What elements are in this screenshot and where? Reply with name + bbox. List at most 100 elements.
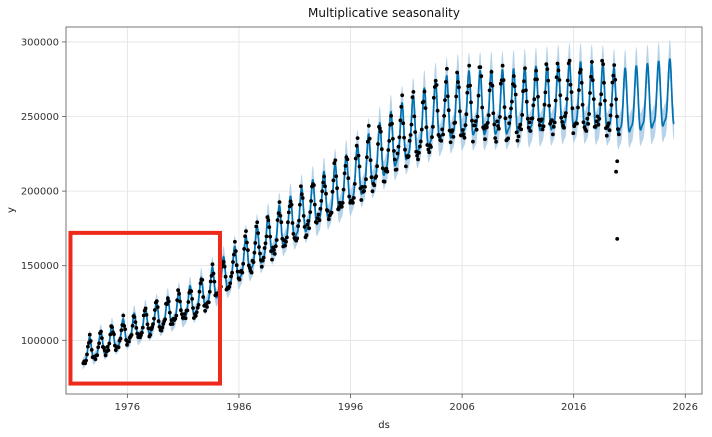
observation-point-243 xyxy=(307,226,312,231)
observation-point-479 xyxy=(526,125,531,130)
observation-point-391 xyxy=(445,66,449,71)
observation-point-465 xyxy=(513,92,518,97)
observation-point-92 xyxy=(166,299,171,304)
observation-point-190 xyxy=(258,251,262,256)
observation-point-401 xyxy=(454,94,459,99)
observation-point-542 xyxy=(585,116,590,121)
observation-point-410 xyxy=(462,135,467,140)
observation-point-566 xyxy=(607,128,612,133)
observation-point-390 xyxy=(444,80,448,84)
observation-point-404 xyxy=(457,85,461,90)
observation-point-464 xyxy=(512,84,517,88)
observation-point-383 xyxy=(437,134,442,139)
observation-point-234 xyxy=(299,184,303,189)
observation-point-45 xyxy=(123,327,127,332)
observation-point-366 xyxy=(421,99,426,104)
observation-point-367 xyxy=(422,89,427,94)
observation-point-554 xyxy=(596,122,601,127)
observation-point-445 xyxy=(495,119,499,124)
observation-point-475 xyxy=(523,66,527,71)
x-tick-label-5: 2026 xyxy=(673,402,698,413)
observation-point-551 xyxy=(593,124,598,128)
observation-point-88 xyxy=(163,317,168,322)
observation-point-478 xyxy=(525,116,530,121)
observation-point-251 xyxy=(314,220,319,225)
observation-point-67 xyxy=(143,306,148,311)
observation-point-480 xyxy=(527,120,532,125)
observation-point-509 xyxy=(554,75,559,80)
observation-point-74 xyxy=(150,325,155,330)
observation-point-439 xyxy=(489,70,494,74)
observation-point-543 xyxy=(586,122,591,126)
observation-point-321 xyxy=(379,147,384,152)
observation-point-141 xyxy=(212,279,217,284)
observation-point-164 xyxy=(233,249,238,254)
observation-point-271 xyxy=(333,158,338,163)
observation-point-448 xyxy=(498,115,502,119)
observation-point-459 xyxy=(508,114,512,119)
observation-point-244 xyxy=(308,210,313,215)
observation-point-380 xyxy=(434,83,439,87)
observation-point-417 xyxy=(469,100,473,105)
observation-point-397 xyxy=(450,128,455,133)
observation-point-135 xyxy=(206,300,211,305)
observation-point-356 xyxy=(412,114,417,119)
observation-point-199 xyxy=(266,218,271,223)
observation-point-359 xyxy=(415,153,419,158)
observation-point-447 xyxy=(497,126,501,131)
observation-point-118 xyxy=(191,306,195,310)
observation-point-104 xyxy=(178,299,182,304)
observation-point-472 xyxy=(520,113,525,117)
observation-point-494 xyxy=(540,127,545,132)
observation-point-319 xyxy=(378,126,382,131)
observation-point-393 xyxy=(446,108,451,113)
observation-point-272 xyxy=(334,174,339,179)
observation-point-564 xyxy=(605,124,610,129)
observation-point-458 xyxy=(507,121,512,126)
observation-point-338 xyxy=(395,151,400,156)
observation-point-454 xyxy=(503,116,508,121)
observation-point-521 xyxy=(565,78,570,83)
observation-point-523 xyxy=(567,58,572,63)
observation-point-129 xyxy=(201,295,206,299)
observation-point-173 xyxy=(242,247,247,251)
observation-point-128 xyxy=(200,278,205,282)
observation-point-187 xyxy=(255,220,260,225)
observation-point-307 xyxy=(366,123,371,128)
observation-point-493 xyxy=(539,117,544,122)
observation-point-103 xyxy=(177,291,182,296)
observation-point-196 xyxy=(263,241,268,246)
observation-point-7 xyxy=(87,332,92,337)
observation-point-68 xyxy=(144,313,149,317)
observation-point-339 xyxy=(396,144,401,149)
observation-point-259 xyxy=(322,174,326,179)
observation-point-40 xyxy=(118,336,123,341)
observation-point-434 xyxy=(484,125,489,130)
observation-point-495 xyxy=(541,124,546,129)
observation-point-172 xyxy=(241,261,246,266)
observation-point-79 xyxy=(154,299,159,303)
observation-point-315 xyxy=(374,174,379,179)
observation-point-171 xyxy=(240,270,245,275)
observation-point-217 xyxy=(283,243,287,248)
observation-point-284 xyxy=(345,157,350,162)
observation-point-360 xyxy=(416,157,420,162)
observation-point-500 xyxy=(546,78,551,83)
observation-point-576 xyxy=(617,132,621,137)
observation-point-192 xyxy=(259,264,264,269)
observation-point-442 xyxy=(492,122,497,127)
observation-point-188 xyxy=(256,231,260,236)
observation-point-181 xyxy=(249,270,254,275)
observation-point-85 xyxy=(160,325,165,330)
observation-point-240 xyxy=(304,233,309,238)
observation-point-544 xyxy=(587,112,591,116)
observation-point-81 xyxy=(156,319,161,324)
observation-point-140 xyxy=(211,271,216,276)
observation-point-375 xyxy=(430,135,434,140)
observation-point-514 xyxy=(559,115,564,120)
observation-point-299 xyxy=(359,198,364,202)
observation-point-546 xyxy=(589,74,593,79)
observation-point-19 xyxy=(99,329,103,334)
observation-point-518 xyxy=(563,114,567,119)
observation-point-497 xyxy=(543,90,548,95)
